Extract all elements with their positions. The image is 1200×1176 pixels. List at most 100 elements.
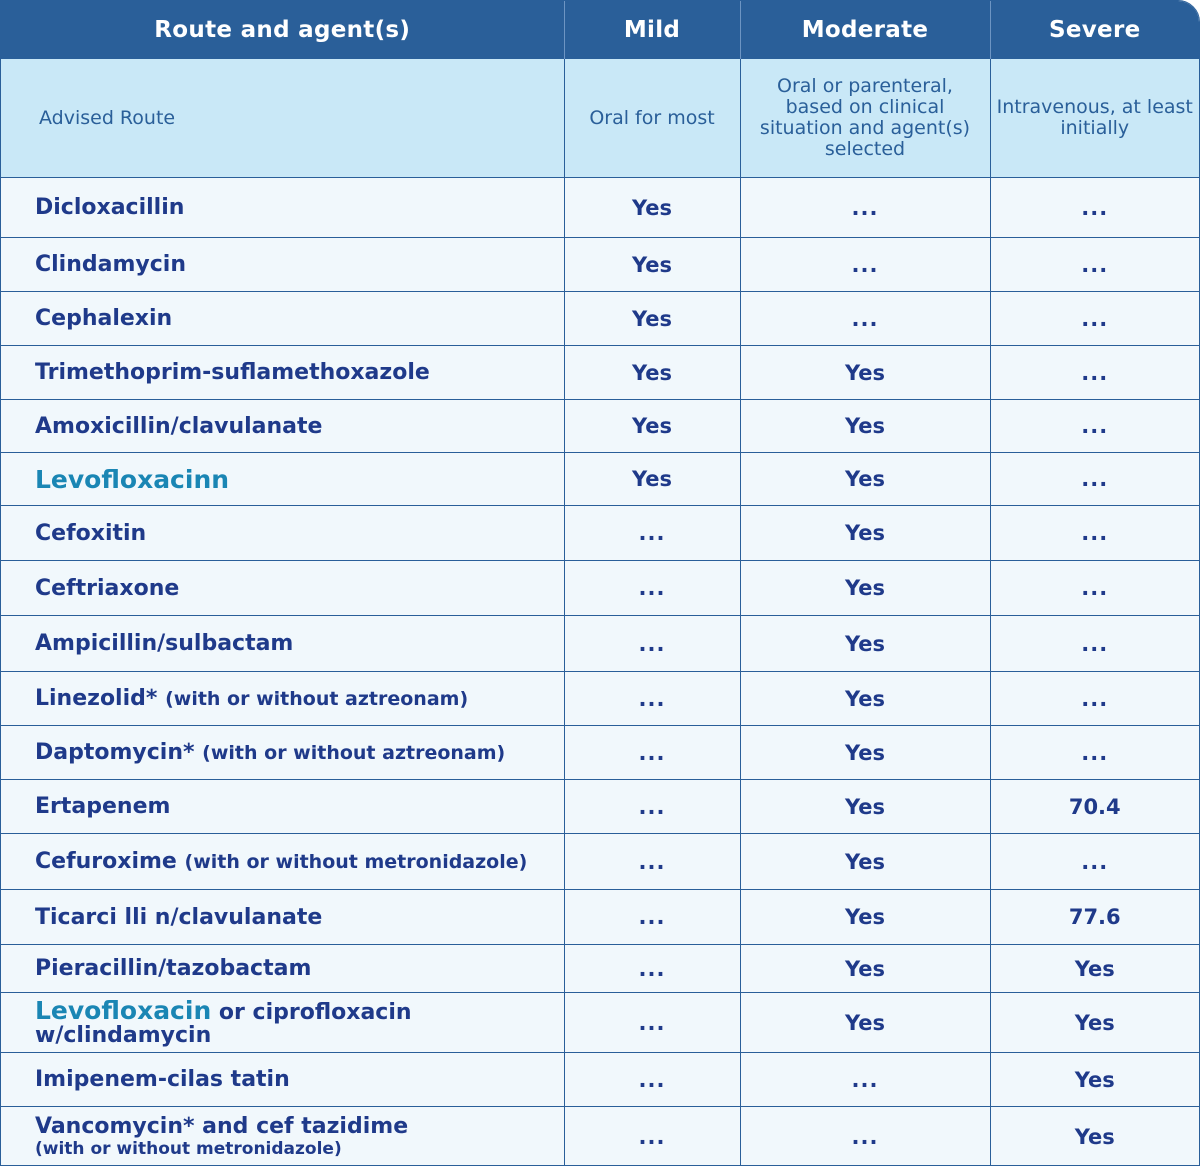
moderate-value: Yes bbox=[740, 615, 991, 672]
table-row: Levofloxacinn Yes Yes ... bbox=[1, 452, 1199, 506]
header-mild: Mild bbox=[564, 1, 741, 59]
agent-name-line2: w/clindamycin bbox=[35, 1022, 212, 1048]
moderate-value: Yes bbox=[740, 992, 991, 1053]
severe-value: ... bbox=[990, 505, 1199, 561]
mild-value: Yes bbox=[564, 177, 741, 238]
table-row: Vancomycin* and cef tazidime (with or wit… bbox=[1, 1106, 1199, 1165]
moderate-value: Yes bbox=[740, 452, 991, 506]
table-row: Ampicillin/sulbactam ... Yes ... bbox=[1, 615, 1199, 672]
table-row: Cefoxitin ... Yes ... bbox=[1, 505, 1199, 561]
header-route-agents: Route and agent(s) bbox=[1, 1, 565, 59]
agent-note: (with or without aztreonam) bbox=[165, 688, 469, 710]
table-row: Imipenem-cilas tatin ... ... Yes bbox=[1, 1052, 1199, 1107]
moderate-value: ... bbox=[740, 1052, 991, 1107]
route-moderate: Oral or parenteral, based on clinical si… bbox=[740, 59, 991, 178]
moderate-value: Yes bbox=[740, 671, 991, 726]
severe-value: Yes bbox=[990, 992, 1199, 1053]
severe-value: ... bbox=[990, 177, 1199, 238]
table-row: Ceftriaxone ... Yes ... bbox=[1, 560, 1199, 616]
agent-name: Trimethoprim-suflamethoxazole bbox=[1, 345, 565, 400]
agent-name-main: Daptomycin* bbox=[35, 740, 195, 765]
severe-value: Yes bbox=[990, 944, 1199, 993]
header-row: Route and agent(s) Mild Moderate Severe bbox=[1, 1, 1199, 59]
moderate-value: ... bbox=[740, 237, 991, 292]
agent-name-main: Vancomycin* and cef tazidime bbox=[35, 1113, 409, 1139]
agent-name-main: Cefuroxime bbox=[35, 849, 177, 874]
mild-value: ... bbox=[564, 505, 741, 561]
severe-value: 70.4 bbox=[990, 779, 1199, 834]
agent-note: (with or without metronidazole) bbox=[184, 851, 528, 873]
table-row: Ticarci lli n/clavulanate ... Yes 77.6 bbox=[1, 889, 1199, 945]
table-row: Trimethoprim-suflamethoxazole Yes Yes ..… bbox=[1, 345, 1199, 400]
table-row: Clindamycin Yes ... ... bbox=[1, 237, 1199, 292]
table-row: Dicloxacillin Yes ... ... bbox=[1, 177, 1199, 238]
agent-name: Ampicillin/sulbactam bbox=[1, 615, 565, 672]
mild-value: ... bbox=[564, 889, 741, 945]
mild-value: ... bbox=[564, 944, 741, 993]
agent-name: Ceftriaxone bbox=[1, 560, 565, 616]
severe-value: ... bbox=[990, 615, 1199, 672]
moderate-value: Yes bbox=[740, 944, 991, 993]
agent-name: Cephalexin bbox=[1, 291, 565, 346]
moderate-value: Yes bbox=[740, 345, 991, 400]
agent-name-highlight: Levofloxacin bbox=[35, 995, 212, 1025]
agent-name: Cefuroxime (with or without metronidazol… bbox=[1, 833, 565, 890]
mild-value: ... bbox=[564, 833, 741, 890]
severe-value: ... bbox=[990, 560, 1199, 616]
agent-name: Dicloxacillin bbox=[1, 177, 565, 238]
mild-value: Yes bbox=[564, 291, 741, 346]
moderate-value: Yes bbox=[740, 505, 991, 561]
moderate-value: Yes bbox=[740, 399, 991, 453]
agent-name: Pieracillin/tazobactam bbox=[1, 944, 565, 993]
route-mild: Oral for most bbox=[564, 59, 741, 178]
severe-value: Yes bbox=[990, 1106, 1199, 1165]
severe-value: ... bbox=[990, 452, 1199, 506]
header-moderate: Moderate bbox=[740, 1, 991, 59]
agent-name: Daptomycin* (with or without aztreonam) bbox=[1, 725, 565, 780]
agent-note: (with or without aztreonam) bbox=[202, 742, 506, 764]
severe-value: Yes bbox=[990, 1052, 1199, 1107]
mild-value: ... bbox=[564, 615, 741, 672]
severe-value: ... bbox=[990, 671, 1199, 726]
severe-value: ... bbox=[990, 833, 1199, 890]
mild-value: Yes bbox=[564, 237, 741, 292]
moderate-value: ... bbox=[740, 291, 991, 346]
moderate-value: Yes bbox=[740, 560, 991, 616]
agent-name: Amoxicillin/clavulanate bbox=[1, 399, 565, 453]
agent-name: Levofloxacinn bbox=[1, 452, 565, 506]
agent-name: Ticarci lli n/clavulanate bbox=[1, 889, 565, 945]
mild-value: ... bbox=[564, 1106, 741, 1165]
table-row: Daptomycin* (with or without aztreonam) … bbox=[1, 725, 1199, 780]
header-severe: Severe bbox=[990, 1, 1199, 59]
agent-name: Clindamycin bbox=[1, 237, 565, 292]
severe-value: ... bbox=[990, 345, 1199, 400]
severe-value: ... bbox=[990, 725, 1199, 780]
mild-value: Yes bbox=[564, 399, 741, 453]
moderate-value: ... bbox=[740, 1106, 991, 1165]
agent-name-rest: or ciprofloxacin bbox=[211, 999, 412, 1025]
mild-value: Yes bbox=[564, 452, 741, 506]
table-row: Cefuroxime (with or without metronidazol… bbox=[1, 833, 1199, 890]
mild-value: ... bbox=[564, 725, 741, 780]
mild-value: ... bbox=[564, 671, 741, 726]
severe-value: ... bbox=[990, 399, 1199, 453]
moderate-value: Yes bbox=[740, 833, 991, 890]
mild-value: ... bbox=[564, 1052, 741, 1107]
advised-route-row: Advised Route Oral for most Oral or pare… bbox=[1, 59, 1199, 178]
agent-name: Levofloxacin or ciprofloxacin w/clindamyc… bbox=[1, 992, 565, 1053]
table-row: Ertapenem ... Yes 70.4 bbox=[1, 779, 1199, 834]
table-row: Levofloxacin or ciprofloxacin w/clindamyc… bbox=[1, 992, 1199, 1053]
agent-name-main: Linezolid* bbox=[35, 686, 158, 711]
agent-name: Linezolid* (with or without aztreonam) bbox=[1, 671, 565, 726]
agent-note: (with or without metronidazole) bbox=[35, 1138, 342, 1159]
table-row: Amoxicillin/clavulanate Yes Yes ... bbox=[1, 399, 1199, 453]
mild-value: ... bbox=[564, 560, 741, 616]
moderate-value: Yes bbox=[740, 779, 991, 834]
severe-value: ... bbox=[990, 237, 1199, 292]
agent-name-highlight: Levofloxacinn bbox=[35, 464, 230, 494]
moderate-value: Yes bbox=[740, 725, 991, 780]
agent-name: Ertapenem bbox=[1, 779, 565, 834]
table-row: Pieracillin/tazobactam ... Yes Yes bbox=[1, 944, 1199, 993]
